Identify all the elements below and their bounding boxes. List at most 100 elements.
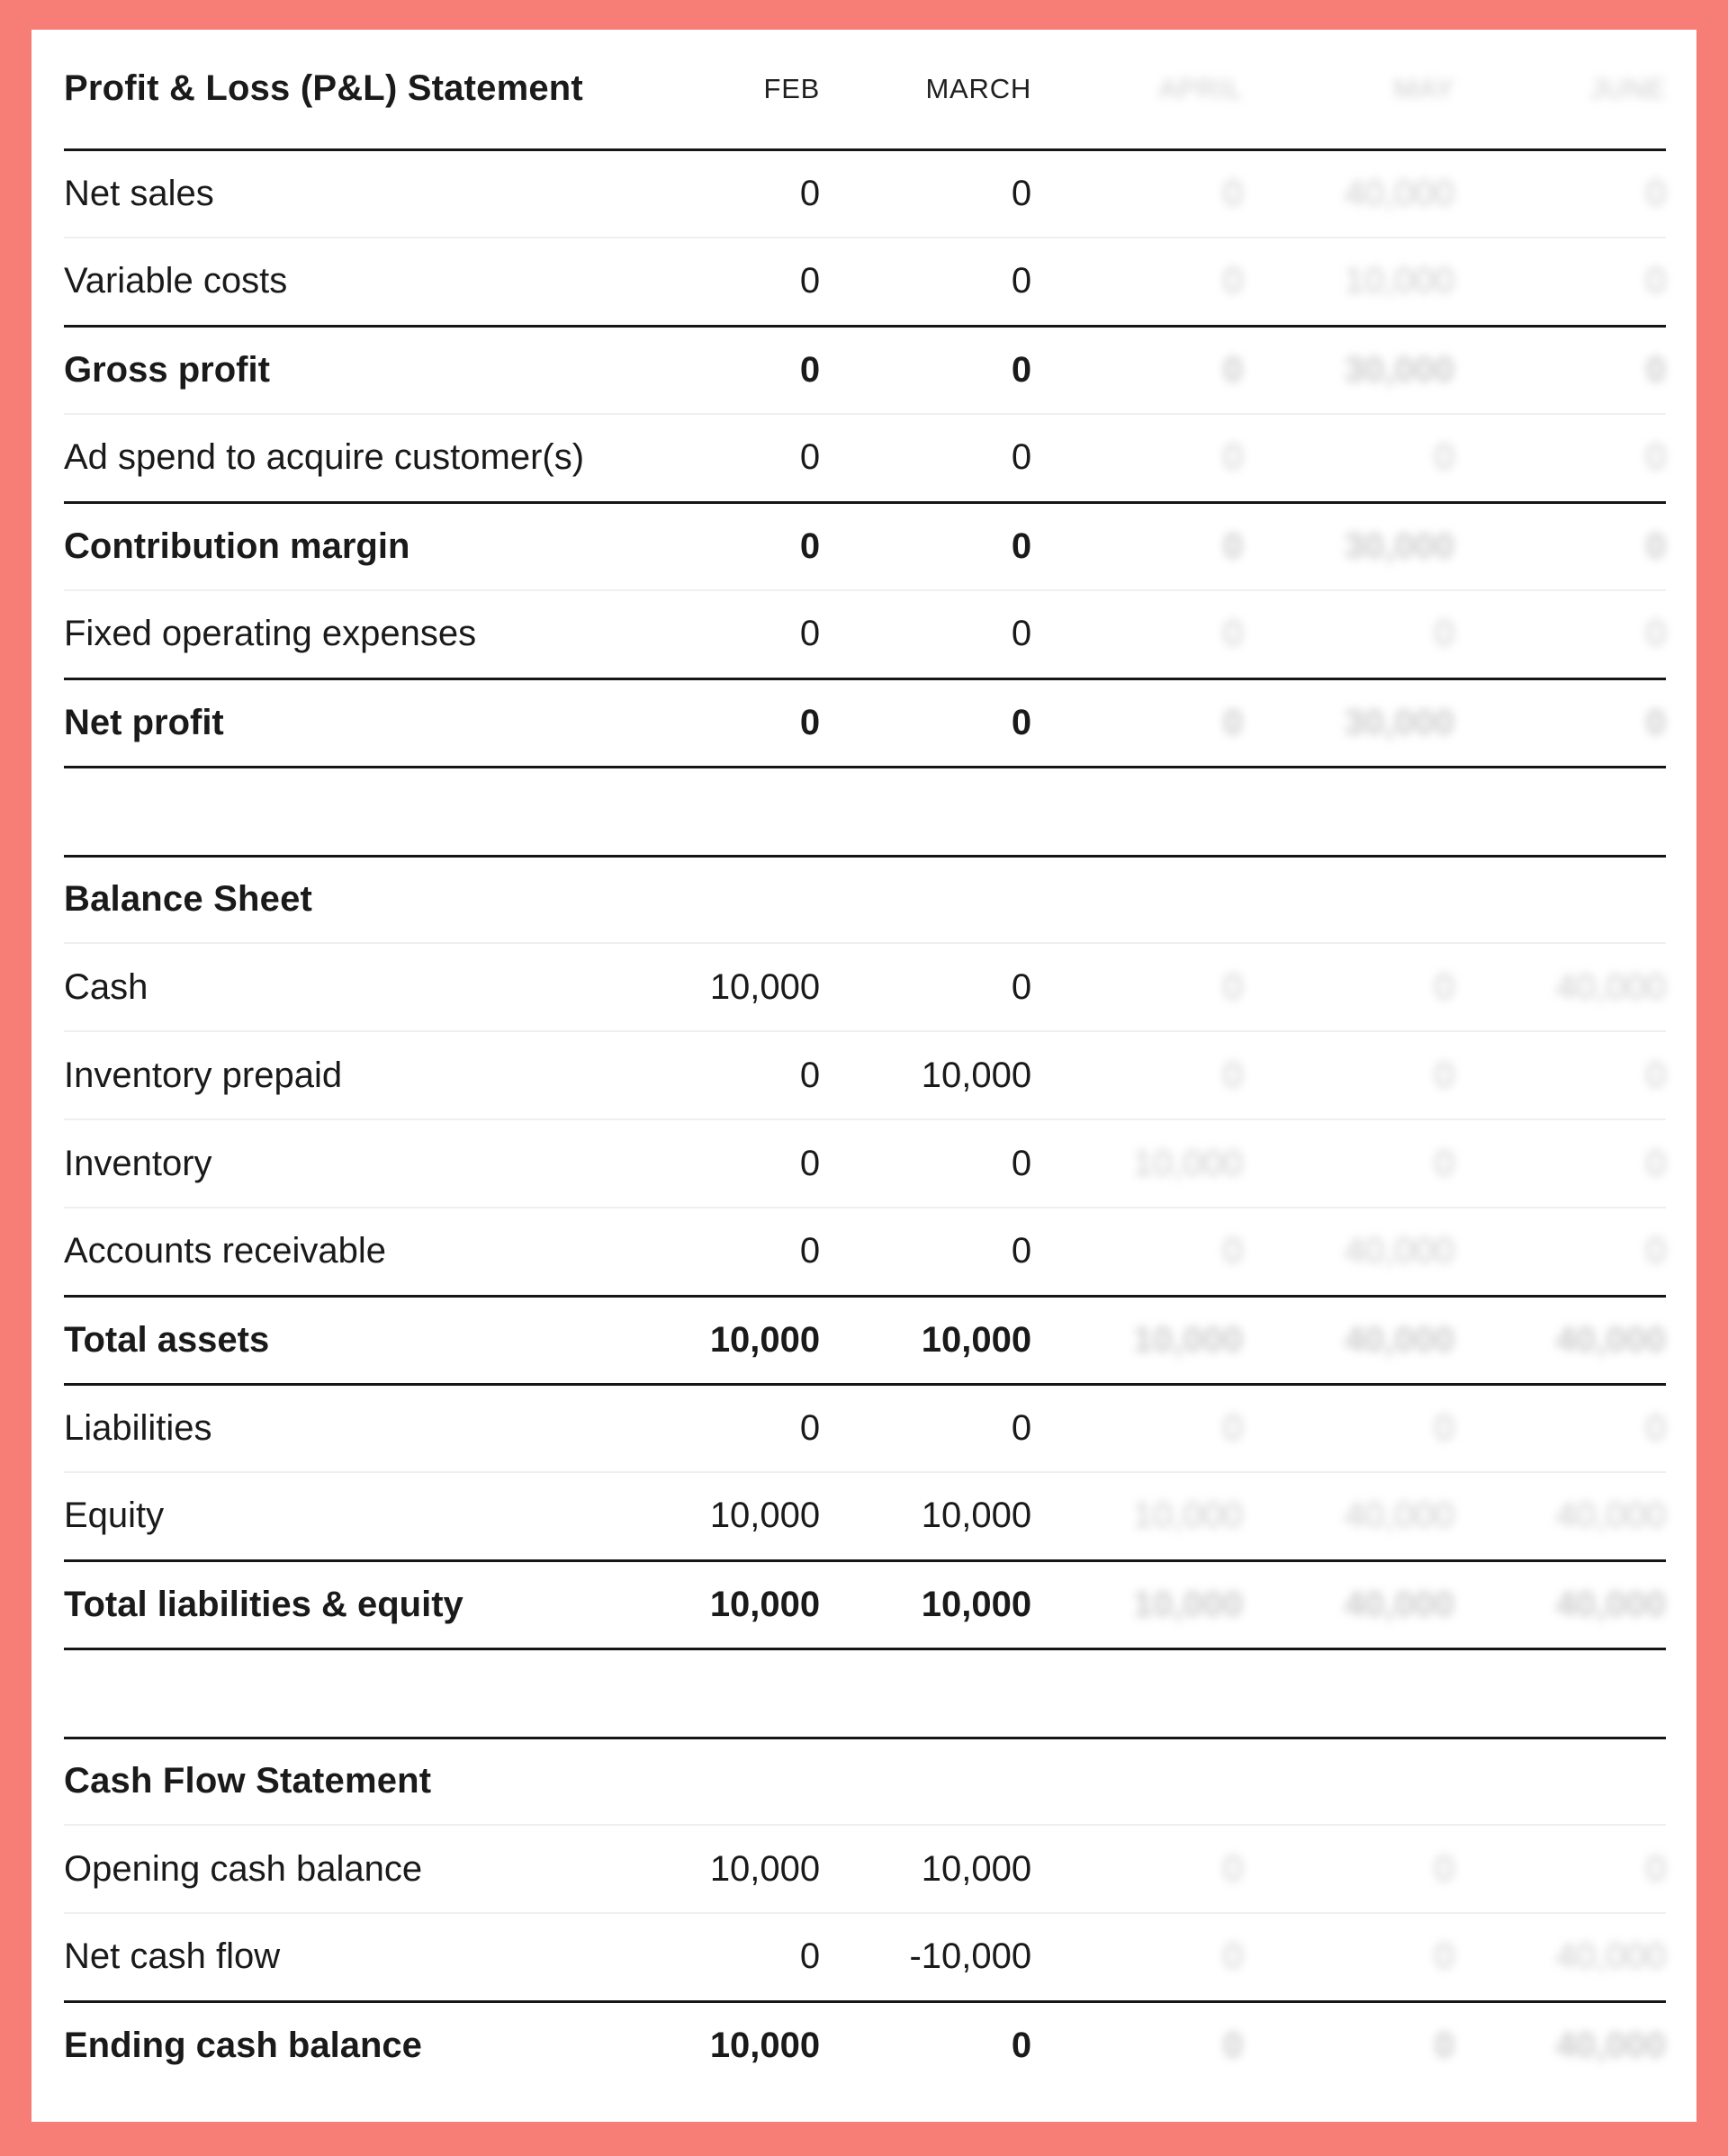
row-label: Total liabilities & equity	[64, 1560, 609, 1650]
cell-value: 0	[799, 173, 821, 213]
section-title: Cash Flow Statement	[64, 1761, 432, 1801]
cell-june: 0	[1454, 238, 1666, 328]
cell-value: 0	[1645, 1143, 1666, 1183]
row-label: Cash	[64, 943, 609, 1032]
cell-may: 0	[1243, 1031, 1455, 1120]
cell-value: 0	[1645, 349, 1666, 390]
cell-value: 10,000	[1344, 261, 1455, 301]
row-label: Contribution margin	[64, 502, 609, 591]
cell-april: 10,000	[1031, 1560, 1244, 1650]
cell-value: 0	[1645, 261, 1666, 301]
cell-april: 0	[1031, 238, 1244, 328]
cell-value: 0	[1222, 437, 1244, 478]
cell-feb: 0	[608, 502, 821, 591]
cell-march: 0	[820, 149, 1032, 238]
table-row: Accounts receivable 0 0 0 40,000 0	[64, 1208, 1666, 1298]
statement-table: Balance Sheet Cash 10,000 0 0 0 40,000 Inventor…	[64, 854, 1666, 1650]
cell-value: 0	[1434, 1055, 1455, 1095]
cell-value: 0	[799, 526, 821, 566]
cell-april: 0	[1031, 2001, 1243, 2089]
section-title: Balance Sheet	[64, 879, 313, 920]
column-header-march	[820, 856, 1031, 943]
column-header-may	[1243, 856, 1454, 943]
cell-april: 0	[1031, 1208, 1244, 1298]
cell-may: 40,000	[1243, 1208, 1455, 1298]
cell-june: 40,000	[1454, 1560, 1666, 1650]
cell-value: 0	[1011, 526, 1032, 566]
section-header-row: Profit & Loss (P&L) Statement FEB MARCH APR…	[64, 30, 1666, 149]
cell-may: 0	[1243, 1119, 1455, 1208]
cell-value: 0	[799, 1936, 821, 1977]
cell-may: 40,000	[1243, 1472, 1455, 1562]
cell-value: 0	[1011, 173, 1032, 213]
cell-feb: 0	[608, 326, 821, 415]
cell-feb: 0	[608, 1913, 821, 2003]
table-row: Fixed operating expenses 0 0 0 0 0	[64, 590, 1666, 680]
cell-may: 0	[1243, 1825, 1455, 1914]
column-header-april	[1031, 856, 1243, 943]
cell-april: 0	[1031, 149, 1244, 238]
cell-value: 10,000	[921, 1584, 1032, 1624]
cell-value: 0	[1222, 261, 1244, 301]
cell-value: 0	[1222, 1936, 1244, 1977]
cell-value: 40,000	[1555, 1496, 1666, 1536]
cell-value: 0	[1645, 526, 1666, 566]
cell-value: 0	[799, 1055, 821, 1095]
cell-value: 40,000	[1344, 1319, 1455, 1360]
row-label: Opening cash balance	[64, 1825, 609, 1914]
cell-value: 0	[1645, 1407, 1666, 1448]
cell-march: 0	[820, 238, 1032, 328]
table-row: Liabilities 0 0 0 0 0	[64, 1384, 1666, 1473]
cell-april: 0	[1031, 1825, 1244, 1914]
cell-value: 30,000	[1344, 526, 1455, 566]
row-label: Accounts receivable	[64, 1208, 609, 1298]
cell-value: 40,000	[1555, 1936, 1666, 1977]
cell-april: 0	[1031, 1384, 1244, 1473]
cell-value: 0	[1434, 966, 1455, 1007]
cell-value: 40,000	[1555, 1584, 1666, 1624]
cell-march: 0	[820, 678, 1032, 768]
cell-march: 0	[820, 1119, 1032, 1208]
cell-value: 0	[1434, 1407, 1455, 1448]
section-header-row: Balance Sheet	[64, 856, 1666, 943]
cell-value: 0	[1222, 173, 1244, 213]
cell-june: 0	[1454, 414, 1666, 504]
cell-april: 10,000	[1031, 1472, 1244, 1562]
cell-value: 30,000	[1344, 702, 1455, 742]
table-row: Net profit 0 0 0 30,000 0	[64, 678, 1666, 768]
cell-value: 0	[1222, 526, 1244, 566]
cell-value: 0	[1645, 1848, 1666, 1889]
row-label: Ending cash balance	[64, 2026, 422, 2066]
cell-june: 0	[1454, 1119, 1666, 1208]
cell-value: 0	[1011, 2026, 1032, 2066]
cell-april: 0	[1031, 414, 1244, 504]
table-row: Total liabilities & equity 10,000 10,000 10…	[64, 1560, 1666, 1650]
cell-may: 30,000	[1243, 678, 1455, 768]
cell-april: 0	[1031, 1913, 1244, 2003]
column-header-feb	[608, 856, 820, 943]
cell-feb: 0	[608, 590, 821, 680]
cell-value: 0	[1645, 1231, 1666, 1271]
table-row: Cash 10,000 0 0 0 40,000	[64, 943, 1666, 1032]
cell-value: 0	[1645, 437, 1666, 478]
cell-march: 0	[820, 502, 1032, 591]
cell-value: 0	[1011, 966, 1032, 1007]
cell-march: 0	[820, 943, 1032, 1032]
cell-april: 0	[1031, 943, 1244, 1032]
column-header-june	[1454, 1738, 1666, 1825]
cell-feb: 10,000	[608, 1825, 821, 1914]
cell-value: 0	[1011, 1143, 1032, 1183]
cell-march: 10,000	[820, 1472, 1032, 1562]
table-row: Total assets 10,000 10,000 10,000 40,000 40,0…	[64, 1296, 1666, 1386]
cell-value: 40,000	[1344, 1584, 1455, 1624]
cell-april: 0	[1031, 1031, 1244, 1120]
cell-march: 0	[820, 590, 1032, 680]
cell-feb: 0	[608, 1119, 821, 1208]
cell-may: 0	[1243, 1384, 1455, 1473]
cell-april: 0	[1031, 678, 1244, 768]
table-row: Ending cash balance 10,000 0 0 0 40,000	[64, 2001, 1666, 2089]
cell-march: 0	[820, 1384, 1032, 1473]
cell-value: 0	[799, 1231, 821, 1271]
cell-june: 0	[1454, 590, 1666, 680]
cell-value: 0	[1434, 1848, 1455, 1889]
